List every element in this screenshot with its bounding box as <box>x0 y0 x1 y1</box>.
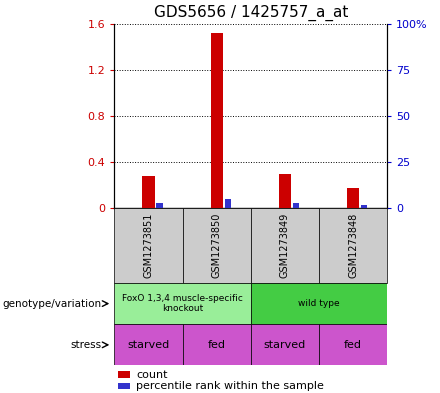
Text: GSM1273848: GSM1273848 <box>348 213 358 278</box>
Bar <box>157 203 163 208</box>
Bar <box>183 208 251 283</box>
Bar <box>114 324 183 365</box>
Bar <box>225 199 231 208</box>
Bar <box>143 176 154 208</box>
Text: fed: fed <box>344 340 362 350</box>
Text: percentile rank within the sample: percentile rank within the sample <box>136 381 324 391</box>
Text: fed: fed <box>208 340 226 350</box>
Text: GSM1273851: GSM1273851 <box>143 213 154 278</box>
Bar <box>183 324 251 365</box>
Text: count: count <box>136 369 168 380</box>
Title: GDS5656 / 1425757_a_at: GDS5656 / 1425757_a_at <box>154 5 348 21</box>
Text: FoxO 1,3,4 muscle-specific
knockout: FoxO 1,3,4 muscle-specific knockout <box>122 294 243 313</box>
Text: GSM1273849: GSM1273849 <box>280 213 290 278</box>
Bar <box>118 371 130 378</box>
Bar <box>251 208 319 283</box>
Text: starved: starved <box>127 340 170 350</box>
Bar <box>319 324 387 365</box>
Bar <box>293 203 299 208</box>
Bar <box>118 383 130 389</box>
Bar <box>114 283 251 324</box>
Text: genotype/variation: genotype/variation <box>2 299 101 309</box>
Bar <box>347 187 359 208</box>
Bar <box>211 33 223 208</box>
Bar <box>279 174 291 208</box>
Text: stress: stress <box>70 340 101 350</box>
Text: wild type: wild type <box>298 299 340 308</box>
Bar <box>114 208 183 283</box>
Bar <box>251 324 319 365</box>
Text: starved: starved <box>264 340 306 350</box>
Bar <box>319 208 387 283</box>
Bar <box>251 283 387 324</box>
Text: GSM1273850: GSM1273850 <box>212 213 222 278</box>
Bar <box>361 205 367 208</box>
